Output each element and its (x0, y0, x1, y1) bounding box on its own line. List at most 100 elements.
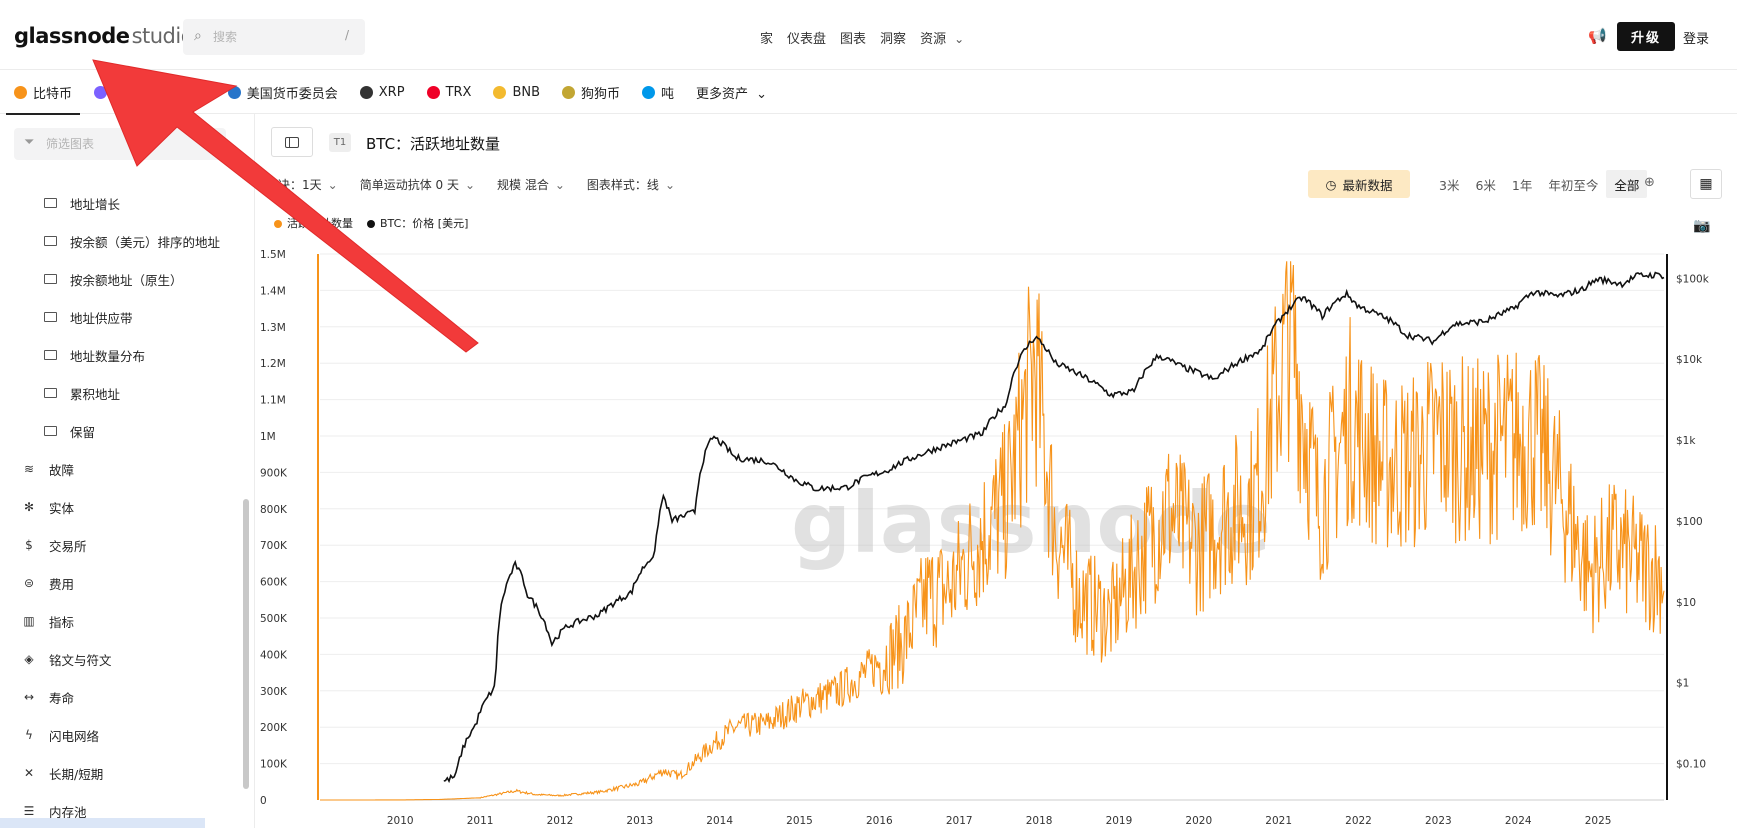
y-right-tick-label: $10 (1676, 597, 1696, 609)
asset-tab-3[interactable]: 美国货币委员会 (227, 70, 338, 114)
asset-tab-1[interactable]: SOL (94, 70, 139, 114)
y-right-tick-label: $1 (1676, 678, 1689, 690)
x-tick-label: 2016 (866, 815, 893, 827)
asset-tab-label: 美国货币委员会 (246, 86, 338, 102)
sidebar-category-item[interactable]: ⊜ 费用 (0, 564, 240, 602)
sidebar-category-item[interactable]: ▥ 指标 (0, 602, 240, 640)
asset-tab-7[interactable]: 狗狗币 (562, 70, 620, 114)
sidebar-category-item[interactable]: $ 交易所 (0, 526, 240, 564)
search-box[interactable]: ⌕ / (183, 19, 365, 55)
range-button[interactable]: 1年 (1511, 177, 1533, 193)
history-icon: ◷ (1325, 176, 1337, 192)
sidebar-folder-item[interactable]: 地址数量分布 (0, 336, 240, 374)
chart-style-select[interactable]: 图表样式：线 (587, 176, 675, 193)
sidebar-folder-item[interactable]: 累积地址 (0, 374, 240, 412)
y-left-tick-label: 800K (260, 504, 288, 516)
announcement-icon[interactable]: 📢 (1588, 27, 1607, 45)
sidebar-category-item[interactable]: ◈ 铭文与符文 (0, 640, 240, 678)
sidebar-item-label: 铭文与符文 (49, 652, 112, 668)
sidebar-folder-item[interactable]: 按余额地址（原生） (0, 260, 240, 298)
ton-icon (642, 85, 656, 99)
y-right-tick-label: $100k (1676, 273, 1710, 285)
sidebar-item-label: 实体 (49, 500, 75, 516)
search-input[interactable] (213, 27, 333, 47)
sidebar-item-label: 按余额地址（原生） (70, 272, 183, 288)
sidebar-category-item[interactable]: ✻ 实体 (0, 488, 240, 526)
sidebar-scrollbar[interactable] (243, 499, 249, 789)
chart-filter[interactable]: ⏷ (14, 128, 226, 160)
top-bar: glassnodestudio ⌕ / 家 仪表盘 图表 洞察 资源 📢 升级 … (0, 0, 1737, 70)
asset-tab-8[interactable]: 吨 (642, 70, 674, 114)
y-left-tick-label: 300K (260, 686, 288, 698)
series-price (443, 271, 1665, 784)
x-tick-label: 2015 (786, 815, 813, 827)
upgrade-button[interactable]: 升级 (1617, 22, 1675, 51)
nav-charts[interactable]: 图表 (840, 32, 867, 47)
chart-panel: T1 BTC：活跃地址数量 决：1天 简单运动抗体 0 天 规模 混合 图表样式… (256, 114, 1737, 828)
sidebar-folder-item[interactable]: 地址供应带 (0, 298, 240, 336)
lightning-icon: ϟ (25, 728, 33, 742)
folder-icon (44, 350, 57, 360)
asset-tab-0[interactable]: 比特币 (5, 70, 81, 115)
sidebar-folder-item[interactable]: 按余额（美元）排序的地址 (0, 222, 240, 260)
y-left-tick-label: 1.3M (260, 322, 286, 334)
sidebar-item-label: 费用 (49, 576, 75, 592)
asset-tab-6[interactable]: BNB (493, 70, 540, 114)
camera-icon[interactable]: 📷 (1693, 218, 1711, 234)
asset-tab-5[interactable]: TRX (426, 70, 471, 114)
zoom-icon[interactable]: ⊕ (1644, 175, 1655, 190)
y-right-tick-label: $1k (1676, 435, 1696, 447)
y-left-tick-label: 100K (260, 759, 288, 771)
asset-bar: 比特币 SOL 美元 美国货币委员会 XRP TRX BNB 狗狗币 吨 更多资产 (0, 70, 1737, 115)
nav-home[interactable]: 家 (760, 32, 774, 47)
tron-icon (426, 85, 440, 99)
y-left-tick-label: 600K (260, 577, 288, 589)
y-left-tick-label: 700K (260, 540, 288, 552)
sidebar-category-item[interactable]: ϟ 闪电网络 (0, 716, 240, 754)
x-tick-label: 2020 (1185, 815, 1212, 827)
more-assets-dropdown[interactable]: 更多资产 (696, 83, 767, 102)
filter-icon: ⏷ (24, 135, 35, 150)
nav-dashboards[interactable]: 仪表盘 (787, 32, 827, 47)
inscription-icon: ◈ (24, 652, 34, 666)
asset-tab-4[interactable]: XRP (359, 70, 405, 114)
glassnode-logo[interactable]: glassnodestudio (14, 24, 194, 48)
series-active-addresses (320, 261, 1665, 801)
y-left-tick-label: 1.2M (260, 358, 286, 370)
sidebar-folder-item[interactable]: 保留 (0, 412, 240, 450)
sidebar-item-label: 寿命 (49, 690, 75, 706)
range-button[interactable]: 全部 (1606, 170, 1648, 198)
range-button[interactable]: 3米 (1439, 177, 1460, 193)
bitcoin-icon (14, 85, 27, 99)
calendar-button[interactable]: ▦ (1690, 169, 1722, 199)
asset-tab-label: SOL (113, 84, 139, 100)
asset-tab-label: 狗狗币 (581, 86, 621, 102)
sidebar-category-item[interactable]: ☰ 内存池 (0, 792, 240, 828)
latest-data-button[interactable]: ◷ 最新数据 (1308, 170, 1410, 198)
asset-tab-label: 吨 (661, 86, 675, 102)
filter-input[interactable] (46, 134, 216, 154)
search-icon: ⌕ (194, 28, 202, 44)
tether-icon (160, 85, 174, 99)
sidebar-category-item[interactable]: ↔ 寿命 (0, 678, 240, 716)
nav-insights[interactable]: 洞察 (880, 32, 907, 47)
range-button[interactable]: 年初至今 (1548, 177, 1599, 193)
search-shortcut-hint: / (344, 28, 349, 42)
sidebar-folder-item[interactable]: 地址增长 (0, 184, 240, 222)
sidebar-category-item[interactable]: ≋ 故障 (0, 450, 240, 488)
range-button[interactable]: 6米 (1475, 177, 1496, 193)
chart-canvas[interactable]: 0 100K 200K 300K 400K 500K 600K 700K 800K 900K 1M 1… (256, 114, 1737, 828)
sidebar-category-item[interactable]: ✕ 长期/短期 (0, 754, 240, 792)
login-link[interactable]: 登录 (1683, 32, 1710, 47)
sidebar-item-label: 保留 (70, 424, 96, 440)
sidebar-item-label: 地址增长 (70, 196, 121, 212)
sidebar-item-label: 交易所 (49, 538, 87, 554)
xrp-icon (359, 85, 373, 99)
nav-resources[interactable]: 资源 (920, 28, 964, 47)
fee-icon: ⊜ (23, 576, 35, 590)
folder-icon (44, 274, 57, 284)
x-tick-label: 2011 (467, 815, 494, 827)
solana-icon (94, 85, 108, 99)
scale-select[interactable]: 规模 混合 (497, 176, 565, 193)
asset-tab-2[interactable]: 美元 (160, 70, 206, 114)
